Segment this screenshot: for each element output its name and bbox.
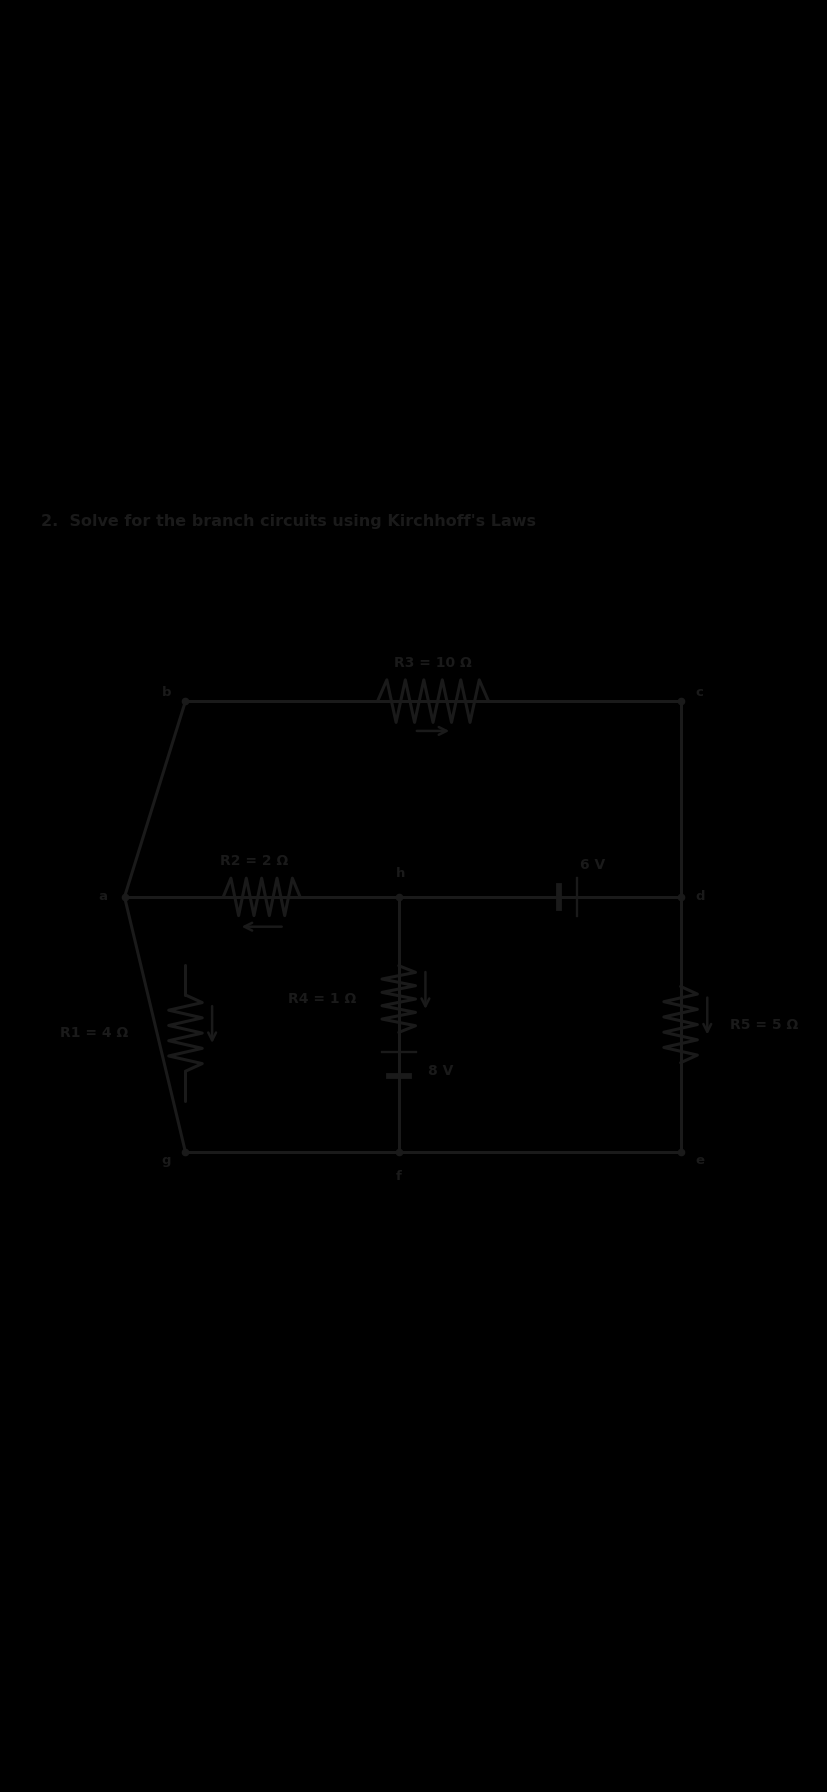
Text: b: b	[161, 686, 171, 699]
Text: e: e	[695, 1154, 703, 1167]
Text: R2 = 2 Ω: R2 = 2 Ω	[220, 855, 288, 867]
Text: 6 V: 6 V	[580, 858, 605, 871]
Text: R4 = 1 Ω: R4 = 1 Ω	[288, 993, 356, 1005]
Text: 8 V: 8 V	[428, 1064, 453, 1079]
Text: c: c	[695, 686, 703, 699]
Text: g: g	[161, 1154, 171, 1167]
Text: R3 = 10 Ω: R3 = 10 Ω	[394, 656, 471, 670]
Text: h: h	[395, 867, 404, 880]
Text: R1 = 4 Ω: R1 = 4 Ω	[60, 1027, 128, 1039]
Text: R5 = 5 Ω: R5 = 5 Ω	[729, 1018, 797, 1032]
Text: f: f	[395, 1170, 401, 1183]
Text: d: d	[694, 891, 704, 903]
Text: 2.  Solve for the branch circuits using Kirchhoff's Laws: 2. Solve for the branch circuits using K…	[41, 514, 536, 529]
Text: a: a	[98, 891, 108, 903]
